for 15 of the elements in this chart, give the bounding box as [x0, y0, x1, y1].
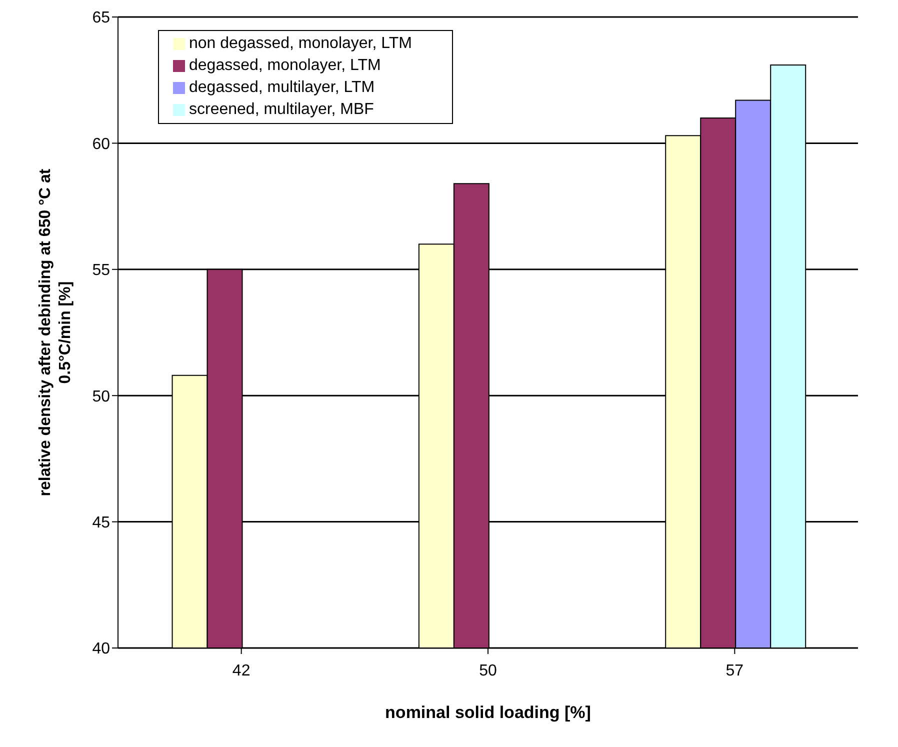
y-tick-label: 55	[92, 262, 110, 280]
legend-label: degassed, multilayer, LTM	[189, 79, 375, 96]
y-tick-label: 50	[92, 388, 110, 406]
y-tick-label: 40	[92, 640, 110, 658]
x-tick-label: 57	[726, 662, 744, 680]
y-axis-title: relative density after debinding at 650 °C at 0.5°C/min [%]	[37, 168, 74, 496]
y-tick-label: 45	[92, 514, 110, 532]
legend-label: degassed, monolayer, LTM	[189, 57, 381, 74]
x-axis-title: nominal solid loading [%]	[385, 703, 591, 722]
legend-label: non degassed, monolayer, LTM	[189, 35, 412, 52]
x-tick-label: 42	[232, 662, 250, 680]
y-tick-label: 65	[92, 10, 110, 27]
legend-label: screened, multilayer, MBF	[189, 101, 374, 118]
x-tick-label: 50	[479, 662, 497, 680]
y-tick-label: 60	[92, 136, 110, 153]
